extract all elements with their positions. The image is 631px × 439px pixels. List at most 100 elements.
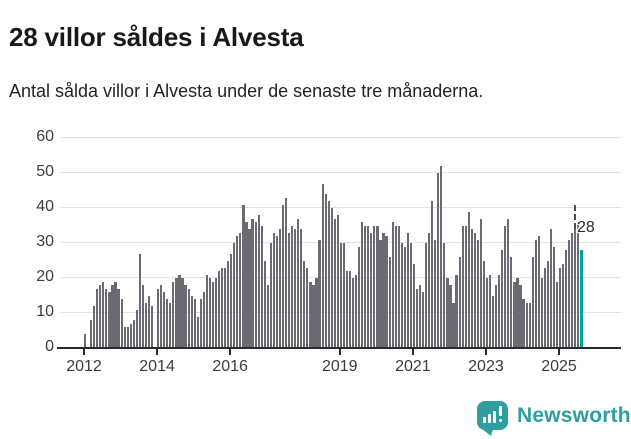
bar (245, 222, 248, 348)
bar (175, 278, 178, 348)
x-tick (156, 349, 159, 355)
bar (415, 288, 419, 348)
bar (269, 243, 272, 348)
bar (428, 232, 431, 348)
bar (178, 274, 181, 348)
bar (382, 232, 385, 348)
bar (373, 225, 376, 348)
bar (498, 274, 501, 348)
bar (379, 239, 382, 348)
bar (482, 260, 486, 348)
bar (336, 215, 339, 348)
bar (418, 285, 422, 348)
bar (132, 320, 135, 348)
bar (147, 295, 151, 348)
page-title: 28 villor såldes i Alvesta (9, 22, 304, 53)
bar (321, 183, 324, 348)
newsworthy-logo-icon (477, 401, 508, 436)
bar (251, 218, 254, 348)
bar (181, 278, 184, 348)
bar (236, 236, 239, 348)
y-tick-label: 20 (36, 268, 54, 285)
bar (184, 285, 187, 348)
bar (339, 243, 342, 348)
bar (217, 271, 221, 348)
bar (150, 306, 154, 348)
bar (431, 201, 434, 348)
bar (409, 243, 412, 348)
bar (488, 274, 492, 348)
newsworthy-logo-text: Newsworthy (517, 403, 631, 427)
x-tick-label-2012: 2012 (66, 358, 102, 375)
bar (492, 295, 495, 348)
bar (394, 225, 397, 348)
bar (239, 232, 242, 348)
latest-value-label: 28 (577, 219, 595, 236)
gridline (60, 242, 621, 243)
bar (260, 225, 263, 348)
bar (504, 225, 507, 348)
bar (208, 278, 212, 348)
gridline (60, 137, 621, 138)
bar (84, 334, 87, 348)
bar (546, 260, 550, 348)
bar (190, 295, 193, 348)
y-tick-label: 0 (45, 338, 54, 355)
bar (443, 243, 446, 348)
bar (160, 285, 163, 348)
bar (230, 253, 233, 348)
bar (278, 229, 282, 348)
bar (531, 257, 534, 348)
bar (467, 211, 470, 348)
bar (248, 229, 251, 348)
bar (275, 236, 279, 348)
x-tick-label-2016: 2016 (212, 358, 248, 375)
bar (294, 229, 297, 348)
bar (540, 278, 543, 348)
bar (233, 243, 236, 348)
bar (342, 243, 345, 348)
bar (333, 218, 336, 348)
bar (406, 232, 409, 348)
bar (351, 278, 355, 348)
bar (522, 299, 525, 348)
bar (543, 267, 546, 348)
bar (157, 288, 160, 348)
gridline (60, 207, 621, 208)
bar (574, 229, 577, 348)
x-tick (338, 349, 341, 355)
bar (288, 232, 291, 348)
bar (516, 278, 519, 348)
bar (257, 215, 260, 348)
bar (105, 288, 108, 348)
bar (479, 218, 483, 348)
x-tick-label-2021: 2021 (395, 358, 431, 375)
bar (552, 246, 556, 348)
bar (108, 292, 111, 348)
bar (464, 225, 467, 348)
bar (412, 264, 416, 348)
x-tick-label-2014: 2014 (139, 358, 175, 375)
newsworthy-logo[interactable]: Newsworthy (477, 401, 631, 436)
bar (318, 239, 321, 348)
bar (568, 239, 571, 348)
bar (549, 229, 553, 348)
bar (284, 197, 288, 348)
bar (169, 302, 172, 348)
bar (495, 285, 498, 348)
bar (196, 316, 199, 348)
bar (254, 222, 257, 348)
y-tick-label: 60 (36, 128, 54, 145)
bar (303, 260, 306, 348)
bar (367, 225, 370, 348)
bar (242, 204, 245, 348)
y-tick-label: 10 (36, 303, 54, 320)
bar (370, 232, 373, 348)
bar (141, 285, 145, 348)
x-tick-label-2025: 2025 (541, 358, 577, 375)
bar (172, 281, 175, 348)
bar (129, 323, 132, 348)
bar (397, 225, 400, 348)
bar (513, 281, 516, 348)
